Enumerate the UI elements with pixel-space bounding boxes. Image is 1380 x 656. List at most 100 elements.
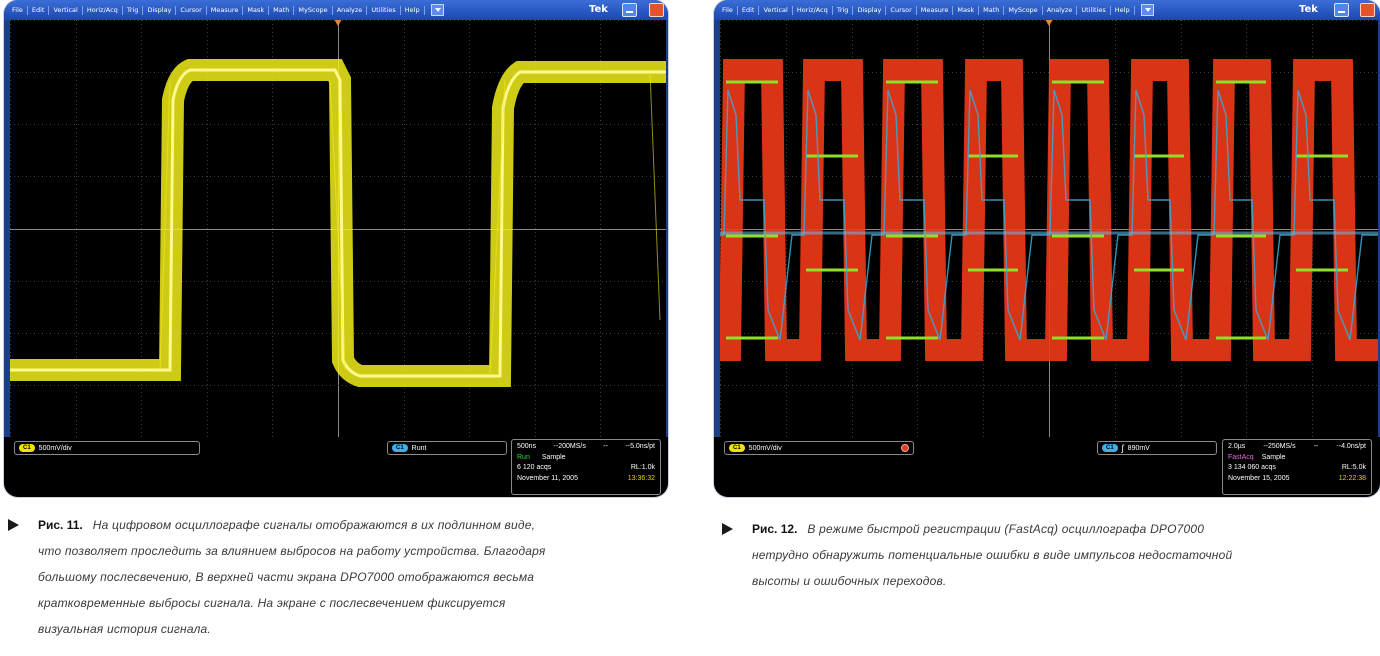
menu-item-measure[interactable]: Measure <box>207 5 244 15</box>
sample-rate: --250MS/s <box>1263 443 1296 450</box>
caption-line: На цифровом осциллографе сигналы отображ… <box>92 518 536 532</box>
separator: -- <box>1313 443 1319 450</box>
caption-line: высоты и ошибочных переходов. <box>752 574 947 588</box>
resolution: --5.0ns/pt <box>625 443 655 450</box>
caption-line: В режиме быстрой регистрации (FastAcq) о… <box>807 522 1205 536</box>
menu-dropdown-button[interactable] <box>430 4 444 16</box>
menu-item-file[interactable]: File <box>718 5 738 15</box>
timebase: 500ns <box>517 443 537 450</box>
menu-bar: File Edit Vertical Horiz/Acq Trig Displa… <box>4 0 668 20</box>
channel-badge: C1 <box>729 444 745 452</box>
menu-item-help[interactable]: Help <box>401 5 425 15</box>
menu-item-math[interactable]: Math <box>979 5 1005 15</box>
channel-scale-readout[interactable]: C1 500mV/div <box>14 441 200 455</box>
minimize-button[interactable] <box>622 3 637 17</box>
menu-item-math[interactable]: Math <box>269 5 295 15</box>
menu-item-vertical[interactable]: Vertical <box>49 5 83 15</box>
graticule <box>720 20 1378 437</box>
resolution: --4.0ns/pt <box>1336 443 1366 450</box>
menu-item-trig[interactable]: Trig <box>833 5 854 15</box>
red-waveform <box>720 59 1378 361</box>
acquisition-info[interactable]: 500ns --200MS/s -- --5.0ns/pt Run Sample 6 1… <box>511 439 661 495</box>
menu-item-cursor[interactable]: Cursor <box>886 5 917 15</box>
menu-item-display[interactable]: Display <box>143 5 177 15</box>
caption-lead: Рис. 12. <box>752 522 798 536</box>
volts-per-div: 500mV/div <box>748 444 782 452</box>
menu-item-analyze[interactable]: Analyze <box>1043 5 1078 15</box>
menu-item-analyze[interactable]: Analyze <box>333 5 368 15</box>
menu-bar: File Edit Vertical Horiz/Acq Trig Displa… <box>714 0 1380 20</box>
trigger-position-marker[interactable] <box>334 20 342 26</box>
menu-item-utilities[interactable]: Utilities <box>1077 5 1111 15</box>
waveform-core <box>10 68 666 378</box>
menu-item-horiz-acq[interactable]: Horiz/Acq <box>83 5 123 15</box>
menu-item-cursor[interactable]: Cursor <box>176 5 207 15</box>
graticule <box>10 20 666 437</box>
acq-count: 6 120 acqs <box>517 464 552 471</box>
menu-item-trig[interactable]: Trig <box>123 5 144 15</box>
menu-item-vertical[interactable]: Vertical <box>759 5 793 15</box>
caption-line: визуальная история сигнала. <box>38 622 211 636</box>
acquisition-info[interactable]: 2.0µs --250MS/s -- --4.0ns/pt FastAcq Sample… <box>1222 439 1372 495</box>
menu-item-mask[interactable]: Mask <box>243 5 270 15</box>
status-bar: C1 500mV/div C1 Runt 500ns --200MS/s -- --5… <box>4 437 668 497</box>
caption-line: нетрудно обнаружить потенциальные ошибки… <box>752 548 1233 562</box>
sample-rate: --200MS/s <box>553 443 586 450</box>
waveform-display[interactable] <box>720 20 1378 437</box>
menu-item-mask[interactable]: Mask <box>953 5 980 15</box>
channel-badge: C1 <box>19 444 35 452</box>
figure-caption-12: Рис. 12. В режиме быстрой регистрации (Fa… <box>722 516 1352 594</box>
date: November 15, 2005 <box>1228 474 1290 482</box>
fastacq-waveforms <box>720 59 1378 361</box>
close-button[interactable] <box>649 3 664 17</box>
minimize-button[interactable] <box>1334 3 1349 17</box>
date: November 11, 2005 <box>517 474 578 482</box>
scope-window-2: File Edit Vertical Horiz/Acq Trig Displa… <box>714 0 1380 497</box>
menu-item-utilities[interactable]: Utilities <box>367 5 401 15</box>
trigger-readout[interactable]: C1 Runt <box>387 441 507 455</box>
menu-item-edit[interactable]: Edit <box>28 5 50 15</box>
menu-item-file[interactable]: File <box>8 5 28 15</box>
trigger-position-marker[interactable] <box>1045 20 1053 26</box>
bullet-triangle-icon <box>722 523 733 535</box>
run-state: Run <box>517 453 530 461</box>
acq-state: FastAcq <box>1228 453 1254 461</box>
menu-item-horiz-acq[interactable]: Horiz/Acq <box>793 5 833 15</box>
status-bar: C1 500mV/div C1 ʃ 890mV 2.0µs --250MS/s --… <box>714 437 1380 497</box>
waveform-ghost <box>159 71 661 377</box>
menu-item-edit[interactable]: Edit <box>738 5 760 15</box>
trigger-readout[interactable]: C1 ʃ 890mV <box>1097 441 1217 455</box>
menu-item-help[interactable]: Help <box>1111 5 1135 15</box>
trigger-type: Runt <box>411 444 427 452</box>
trigger-level: 890mV <box>1127 444 1150 452</box>
menu-item-myscope[interactable]: MyScope <box>1004 5 1043 15</box>
volts-per-div: 500mV/div <box>38 444 72 452</box>
waveform-envelope <box>10 59 666 387</box>
figure-caption-11: Рис. 11. На цифровом осциллографе сигналы… <box>8 512 678 642</box>
channel-scale-readout[interactable]: C1 500mV/div <box>724 441 914 455</box>
menu-dropdown-button[interactable] <box>1140 4 1154 16</box>
yellow-waveform <box>10 59 666 387</box>
record-length: RL:5.0k <box>1341 464 1366 471</box>
time: 12:22:38 <box>1338 474 1366 482</box>
bullet-triangle-icon <box>8 519 19 531</box>
waveform-display[interactable] <box>10 20 666 437</box>
record-indicator-icon[interactable] <box>901 444 909 452</box>
trigger-channel-badge: C1 <box>1102 444 1118 452</box>
acq-mode: Sample <box>541 453 566 461</box>
menu-item-myscope[interactable]: MyScope <box>294 5 333 15</box>
caption-lead: Рис. 11. <box>38 518 83 532</box>
caption-line: что позволяет проследить за влиянием выб… <box>38 544 546 558</box>
acq-count: 3 134 060 acqs <box>1228 464 1276 471</box>
tek-logo: Tek <box>1299 4 1318 15</box>
caption-line: кратковременные выбросы сигнала. На экра… <box>38 596 506 610</box>
separator: -- <box>603 443 608 450</box>
tek-logo: Tek <box>589 4 608 15</box>
record-length: RL:1.0k <box>630 464 655 471</box>
trigger-channel-badge: C1 <box>392 444 408 452</box>
close-button[interactable] <box>1360 3 1375 17</box>
time: 13:36:32 <box>627 474 655 482</box>
menu-item-measure[interactable]: Measure <box>917 5 954 15</box>
rising-edge-icon: ʃ <box>1121 443 1124 453</box>
menu-item-display[interactable]: Display <box>853 5 887 15</box>
